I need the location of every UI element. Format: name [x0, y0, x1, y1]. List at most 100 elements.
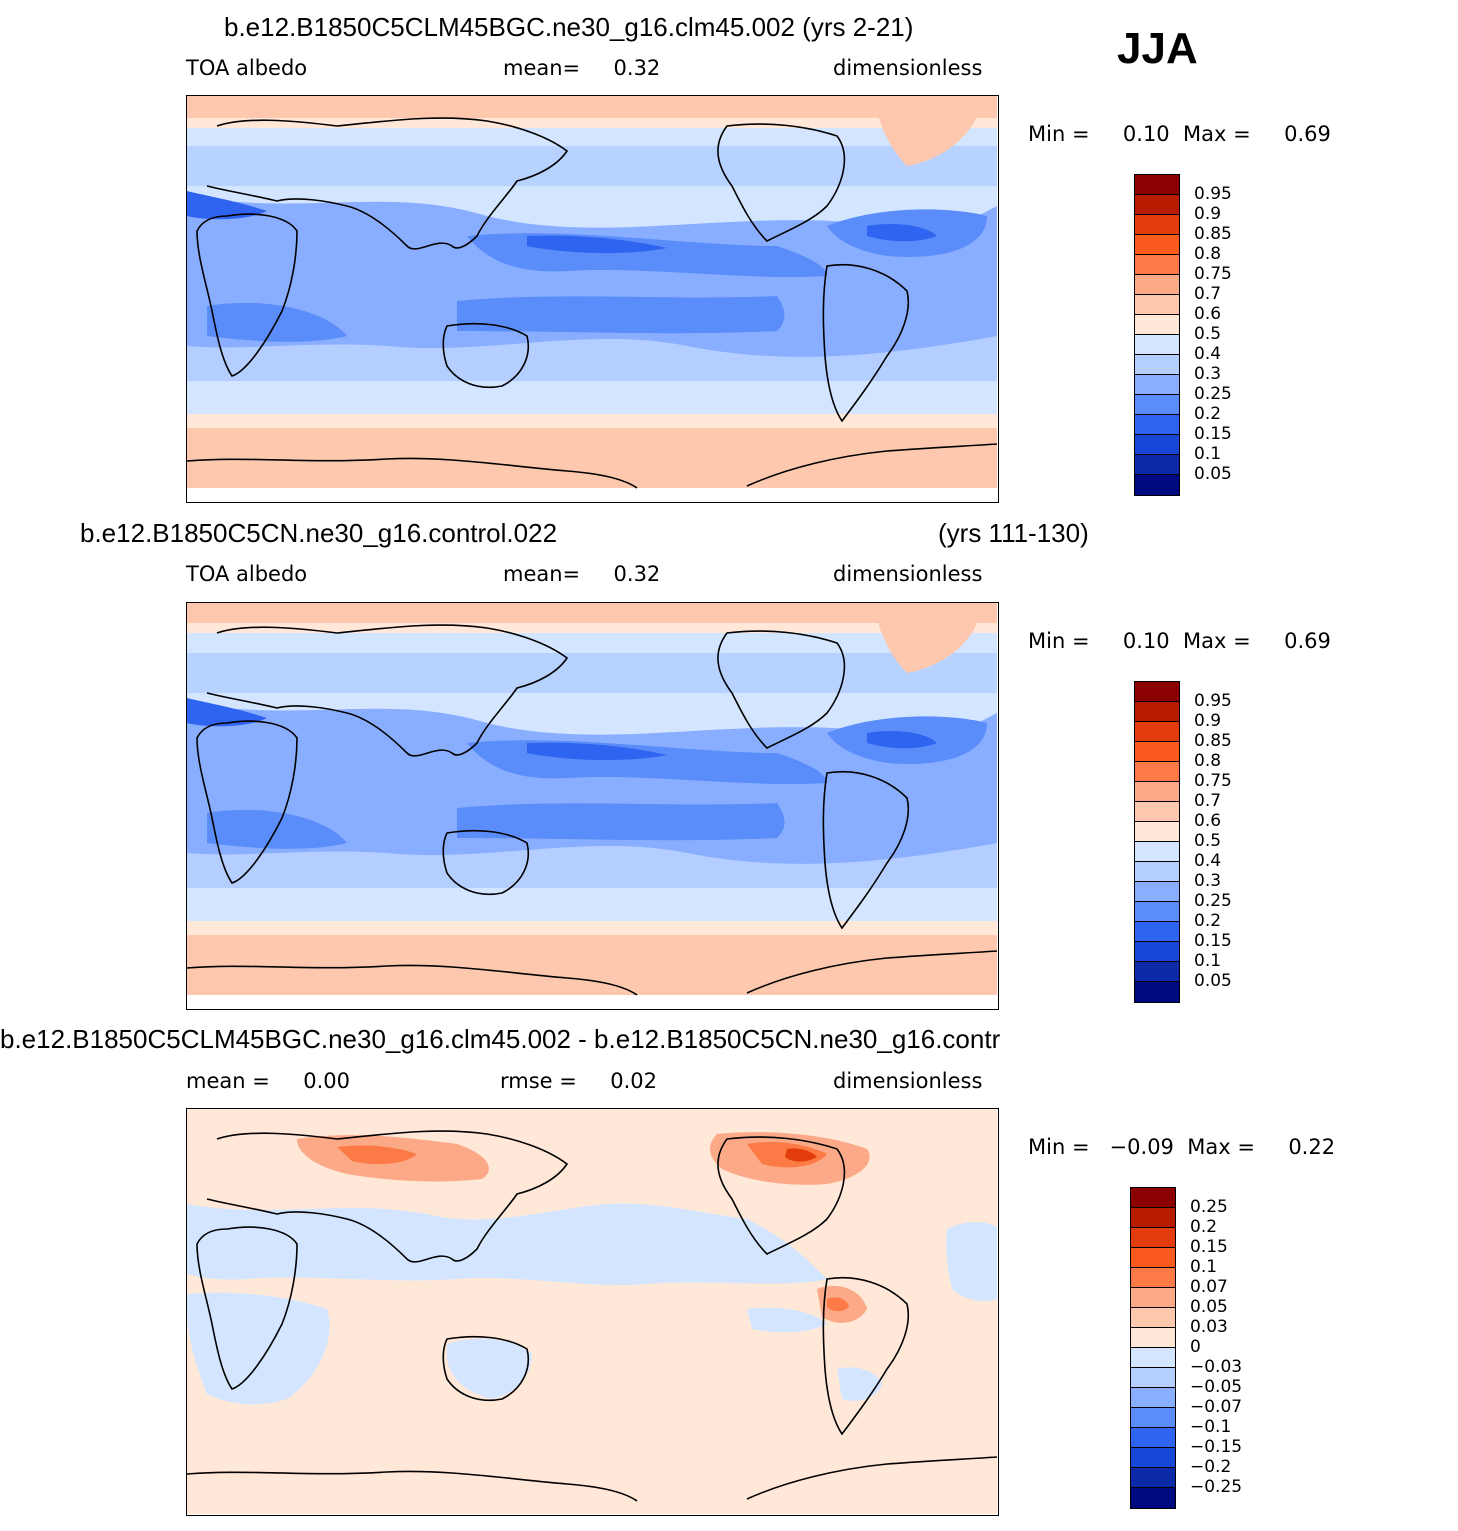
panel2-colorbar-box — [1135, 782, 1179, 802]
colorbar-label: 0.2 — [1190, 1217, 1218, 1237]
panel3-colorbar-labels: 0.25 0.2 0.15 0.1 0.07 0.05 0.03 0 −0.03… — [1190, 1197, 1242, 1497]
panel1-title: b.e12.B1850C5CLM45BGC.ne30_g16.clm45.002… — [224, 12, 914, 42]
panel2-title: b.e12.B1850C5CN.ne30_g16.control.022 — [80, 518, 558, 548]
colorbar-label: 0.05 — [1194, 464, 1232, 484]
panel1-colorbar-box — [1135, 255, 1179, 275]
panel2-variable: TOA albedo — [186, 562, 308, 586]
panel2-map-svg — [187, 603, 997, 1008]
panel2-min-max: Min = 0.10 Max = 0.69 — [1028, 629, 1331, 653]
panel2-years: (yrs 111-130) — [938, 518, 1089, 548]
panel1-min-max: Min = 0.10 Max = 0.69 — [1028, 122, 1331, 146]
colorbar-label: 0.7 — [1194, 284, 1222, 304]
colorbar-label: 0.5 — [1194, 324, 1222, 344]
panel1-units: dimensionless — [833, 56, 983, 80]
panel3-map-svg — [187, 1109, 997, 1514]
panel2-colorbar-box — [1135, 842, 1179, 862]
colorbar-label: 0.2 — [1194, 911, 1222, 931]
panel1-colorbar-box — [1135, 375, 1179, 395]
panel2-colorbar-box — [1135, 722, 1179, 742]
colorbar-label: 0.15 — [1194, 931, 1232, 951]
panel2-colorbar-box — [1135, 962, 1179, 982]
panel3-colorbar-box — [1131, 1488, 1175, 1508]
colorbar-label: −0.03 — [1190, 1357, 1243, 1377]
colorbar-label: −0.1 — [1190, 1417, 1232, 1437]
panel3-colorbar-box — [1131, 1408, 1175, 1428]
panel2-units: dimensionless — [833, 562, 983, 586]
panel1-colorbar-box — [1135, 195, 1179, 215]
colorbar-label: 0.05 — [1190, 1297, 1228, 1317]
colorbar-label: 0.3 — [1194, 871, 1222, 891]
colorbar-label: 0.95 — [1194, 184, 1232, 204]
panel1-map — [186, 95, 999, 503]
panel3-colorbar-box — [1131, 1468, 1175, 1488]
panel3-colorbar — [1130, 1187, 1176, 1509]
panel3-colorbar-box — [1131, 1348, 1175, 1368]
panel2-map — [186, 602, 999, 1010]
colorbar-label: 0.7 — [1194, 791, 1222, 811]
panel3-colorbar-box — [1131, 1368, 1175, 1388]
panel1-colorbar-labels: 0.95 0.9 0.85 0.8 0.75 0.7 0.6 0.5 0.4 0… — [1194, 184, 1232, 484]
panel2-colorbar-labels: 0.95 0.9 0.85 0.8 0.75 0.7 0.6 0.5 0.4 0… — [1194, 691, 1232, 991]
panel2-colorbar-box — [1135, 822, 1179, 842]
panel3-map — [186, 1108, 999, 1516]
panel1-colorbar-box — [1135, 435, 1179, 455]
panel2-mean: mean= 0.32 — [503, 562, 661, 586]
panel1-colorbar-box — [1135, 275, 1179, 295]
colorbar-label: −0.25 — [1190, 1477, 1243, 1497]
panel2-colorbar-box — [1135, 922, 1179, 942]
colorbar-label: 0.4 — [1194, 344, 1222, 364]
panel3-colorbar-box — [1131, 1428, 1175, 1448]
panel1-colorbar-box — [1135, 235, 1179, 255]
panel2-colorbar-box — [1135, 882, 1179, 902]
panel3-colorbar-box — [1131, 1268, 1175, 1288]
panel3-units: dimensionless — [833, 1069, 983, 1093]
colorbar-label: 0.85 — [1194, 731, 1232, 751]
colorbar-label: 0.75 — [1194, 771, 1232, 791]
colorbar-label: 0.3 — [1194, 364, 1222, 384]
colorbar-label: 0.1 — [1190, 1257, 1218, 1277]
panel2-colorbar-box — [1135, 742, 1179, 762]
panel2-colorbar-box — [1135, 862, 1179, 882]
panel1-colorbar-box — [1135, 175, 1179, 195]
colorbar-label: 0.85 — [1194, 224, 1232, 244]
panel3-colorbar-box — [1131, 1388, 1175, 1408]
panel3-colorbar-box — [1131, 1228, 1175, 1248]
panel2-colorbar-box — [1135, 702, 1179, 722]
panel2-colorbar-box — [1135, 682, 1179, 702]
colorbar-label: 0.25 — [1194, 891, 1232, 911]
colorbar-label: −0.05 — [1190, 1377, 1243, 1397]
panel3-colorbar-box — [1131, 1188, 1175, 1208]
panel1-colorbar-box — [1135, 455, 1179, 475]
panel3-mean: mean = 0.00 — [186, 1069, 350, 1093]
colorbar-label: 0.25 — [1190, 1197, 1228, 1217]
panel1-colorbar-box — [1135, 395, 1179, 415]
season-label: JJA — [1117, 24, 1198, 73]
panel2-colorbar-box — [1135, 982, 1179, 1002]
colorbar-label: 0.25 — [1194, 384, 1232, 404]
panel3-colorbar-box — [1131, 1208, 1175, 1228]
panel1-colorbar-box — [1135, 415, 1179, 435]
colorbar-label: 0.6 — [1194, 811, 1222, 831]
panel3-colorbar-box — [1131, 1248, 1175, 1268]
colorbar-label: 0.6 — [1194, 304, 1222, 324]
panel3-colorbar-box — [1131, 1448, 1175, 1468]
colorbar-label: 0.8 — [1194, 244, 1222, 264]
colorbar-label: 0.03 — [1190, 1317, 1228, 1337]
panel2-colorbar-box — [1135, 802, 1179, 822]
panel1-colorbar — [1134, 174, 1180, 496]
colorbar-label: −0.15 — [1190, 1437, 1243, 1457]
colorbar-label: −0.2 — [1190, 1457, 1232, 1477]
panel2-colorbar-box — [1135, 902, 1179, 922]
colorbar-label: 0.07 — [1190, 1277, 1228, 1297]
panel3-title: b.e12.B1850C5CLM45BGC.ne30_g16.clm45.002… — [0, 1024, 1000, 1054]
panel1-colorbar-box — [1135, 335, 1179, 355]
colorbar-label: 0.4 — [1194, 851, 1222, 871]
panel1-colorbar-box — [1135, 315, 1179, 335]
panel3-rmse: rmse = 0.02 — [500, 1069, 657, 1093]
colorbar-label: −0.07 — [1190, 1397, 1243, 1417]
panel3-colorbar-box — [1131, 1308, 1175, 1328]
colorbar-label: 0.1 — [1194, 444, 1222, 464]
panel1-variable: TOA albedo — [186, 56, 308, 80]
panel2-colorbar-box — [1135, 762, 1179, 782]
colorbar-label: 0.5 — [1194, 831, 1222, 851]
